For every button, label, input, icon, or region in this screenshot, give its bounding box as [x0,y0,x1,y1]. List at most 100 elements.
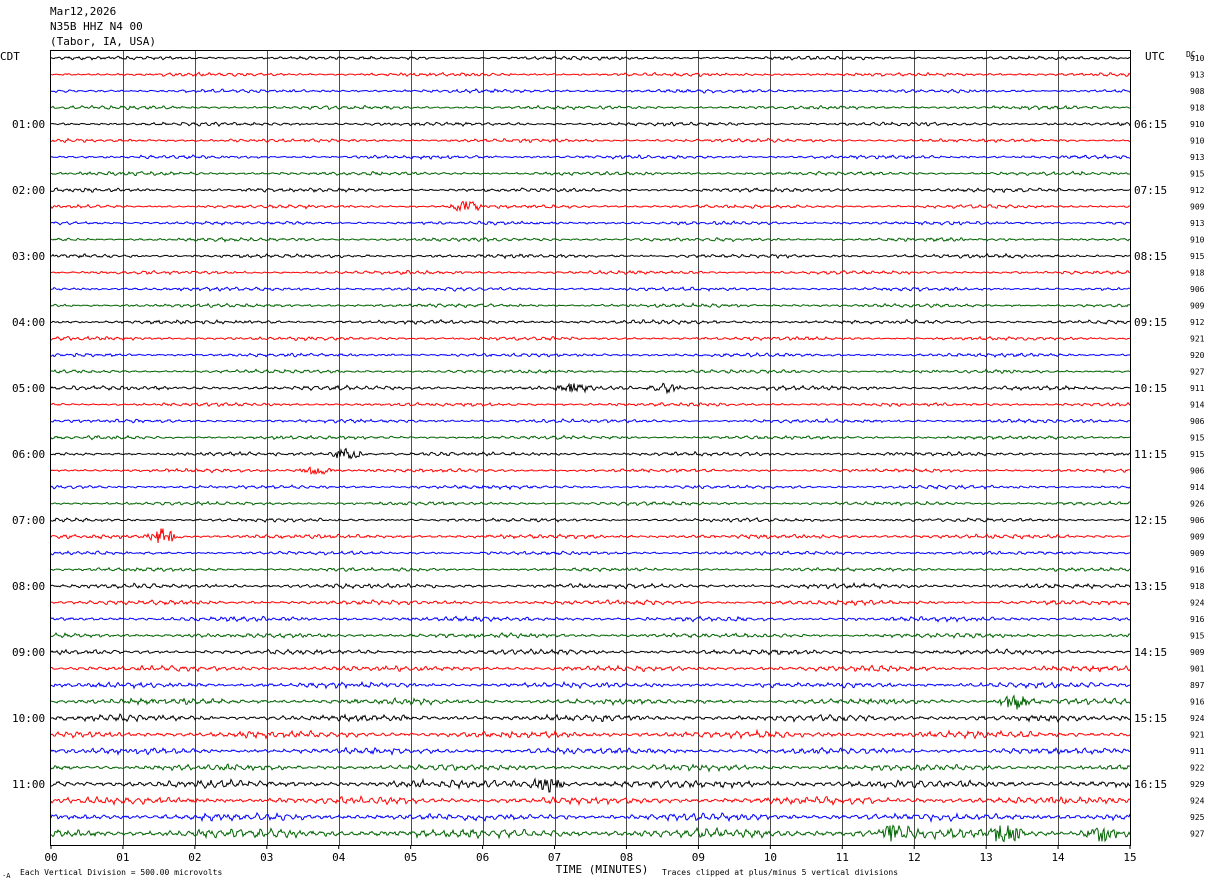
dc-offset-value: 910 [1190,120,1205,129]
dc-offset-value: 927 [1190,368,1205,377]
corner-mark: ·A [2,872,11,880]
dc-offset-value: 906 [1190,417,1205,426]
dc-offset-value: 901 [1190,665,1205,674]
dc-offset-value: 915 [1190,170,1205,179]
dc-offset-value: 909 [1190,302,1205,311]
axis-labels: CDT UTC DC 01:00 02:00 03:00 04:00 05:00 06:00 07… [0,50,1205,880]
dc-offset-value: 909 [1190,203,1205,212]
dc-offset-value: 918 [1190,269,1205,278]
seismic-traces [50,55,1131,843]
left-hour-label: 06:00 [12,448,45,461]
trace-25 [50,466,1131,476]
dc-offset-value: 925 [1190,813,1205,822]
dc-offset-value: 916 [1190,566,1205,575]
trace-34 [50,615,1131,623]
trace-7 [50,170,1131,177]
trace-44 [50,777,1131,793]
trace-27 [50,500,1131,507]
dc-offset-value: 915 [1190,434,1205,443]
dc-label: DC [1186,50,1196,59]
dc-offset-value: 915 [1190,632,1205,641]
scale-note: Each Vertical Division = 500.00 microvol… [20,868,222,877]
trace-10 [50,220,1131,226]
left-hour-label: 08:00 [12,580,45,593]
dc-offset-value: 918 [1190,104,1205,113]
right-hour-label: 06:15 [1134,118,1167,131]
dc-offset-value: 921 [1190,335,1205,344]
trace-33 [50,599,1131,607]
x-tick-label: 02 [188,851,201,864]
trace-36 [50,648,1131,656]
x-tick-label: 12 [908,851,921,864]
dc-offset-value: 915 [1190,450,1205,459]
x-tick-label: 08 [620,851,633,864]
dc-offset-value: 913 [1190,71,1205,80]
dc-offset-value: 914 [1190,401,1205,410]
right-hour-label: 15:15 [1134,712,1167,725]
dc-offset-value: 910 [1190,54,1205,63]
dc-offset-value: 916 [1190,698,1205,707]
trace-42 [50,746,1130,756]
dc-offset-value: 924 [1190,797,1205,806]
dc-offset-value: 913 [1190,219,1205,228]
trace-35 [50,632,1131,639]
dc-offset-value: 906 [1190,467,1205,476]
left-hour-label: 10:00 [12,712,45,725]
trace-26 [50,484,1131,491]
trace-38 [50,680,1131,690]
dc-offset-value: 921 [1190,731,1205,740]
dc-offset-value: 897 [1190,681,1205,690]
trace-19 [50,368,1131,375]
x-tick-label: 15 [1123,851,1136,864]
trace-21 [50,401,1131,408]
trace-47 [50,824,1131,843]
clip-note: Traces clipped at plus/minus 5 vertical … [662,868,898,877]
dc-offset-value: 909 [1190,549,1205,558]
trace-41 [50,728,1131,740]
trace-9 [50,200,1130,213]
trace-2 [50,88,1131,94]
trace-8 [50,187,1131,194]
trace-16 [50,318,1131,326]
header-date: Mar12,2026 [50,5,117,18]
left-hour-label: 03:00 [12,250,45,263]
trace-29 [50,528,1131,544]
trace-39 [50,694,1131,710]
right-hour-label: 10:15 [1134,382,1167,395]
header-location: (Tabor, IA, USA) [50,35,156,48]
left-hour-label: 02:00 [12,184,45,197]
left-hour-label: 04:00 [12,316,45,329]
dc-offset-value: 908 [1190,87,1205,96]
left-hour-label: 07:00 [12,514,45,527]
x-tick-label: 10 [764,851,777,864]
trace-12 [50,252,1131,260]
right-hour-label: 08:15 [1134,250,1167,263]
trace-28 [50,517,1131,523]
dc-offset-value: 920 [1190,351,1205,360]
trace-15 [50,302,1131,309]
dc-offset-value: 910 [1190,137,1205,146]
trace-32 [50,581,1131,590]
right-hour-label: 16:15 [1134,778,1167,791]
x-tick-label: 03 [260,851,273,864]
trace-22 [50,418,1131,424]
x-tick-label: 04 [332,851,346,864]
dc-offset-value: 906 [1190,516,1205,525]
dc-offset-value: 909 [1190,533,1205,542]
trace-3 [50,104,1131,111]
trace-31 [51,566,1131,573]
trace-1 [50,71,1131,78]
left-hour-label: 05:00 [12,382,45,395]
dc-offset-value: 915 [1190,252,1205,261]
x-tick-label: 11 [836,851,849,864]
x-tick-label: 05 [404,851,417,864]
right-hour-label: 07:15 [1134,184,1167,197]
trace-13 [50,269,1131,276]
right-hour-label: 11:15 [1134,448,1167,461]
right-hour-label: 13:15 [1134,580,1167,593]
right-hour-label: 14:15 [1134,646,1167,659]
dc-offset-value: 910 [1190,236,1205,245]
dc-offset-value: 912 [1190,186,1205,195]
trace-24 [50,447,1131,460]
